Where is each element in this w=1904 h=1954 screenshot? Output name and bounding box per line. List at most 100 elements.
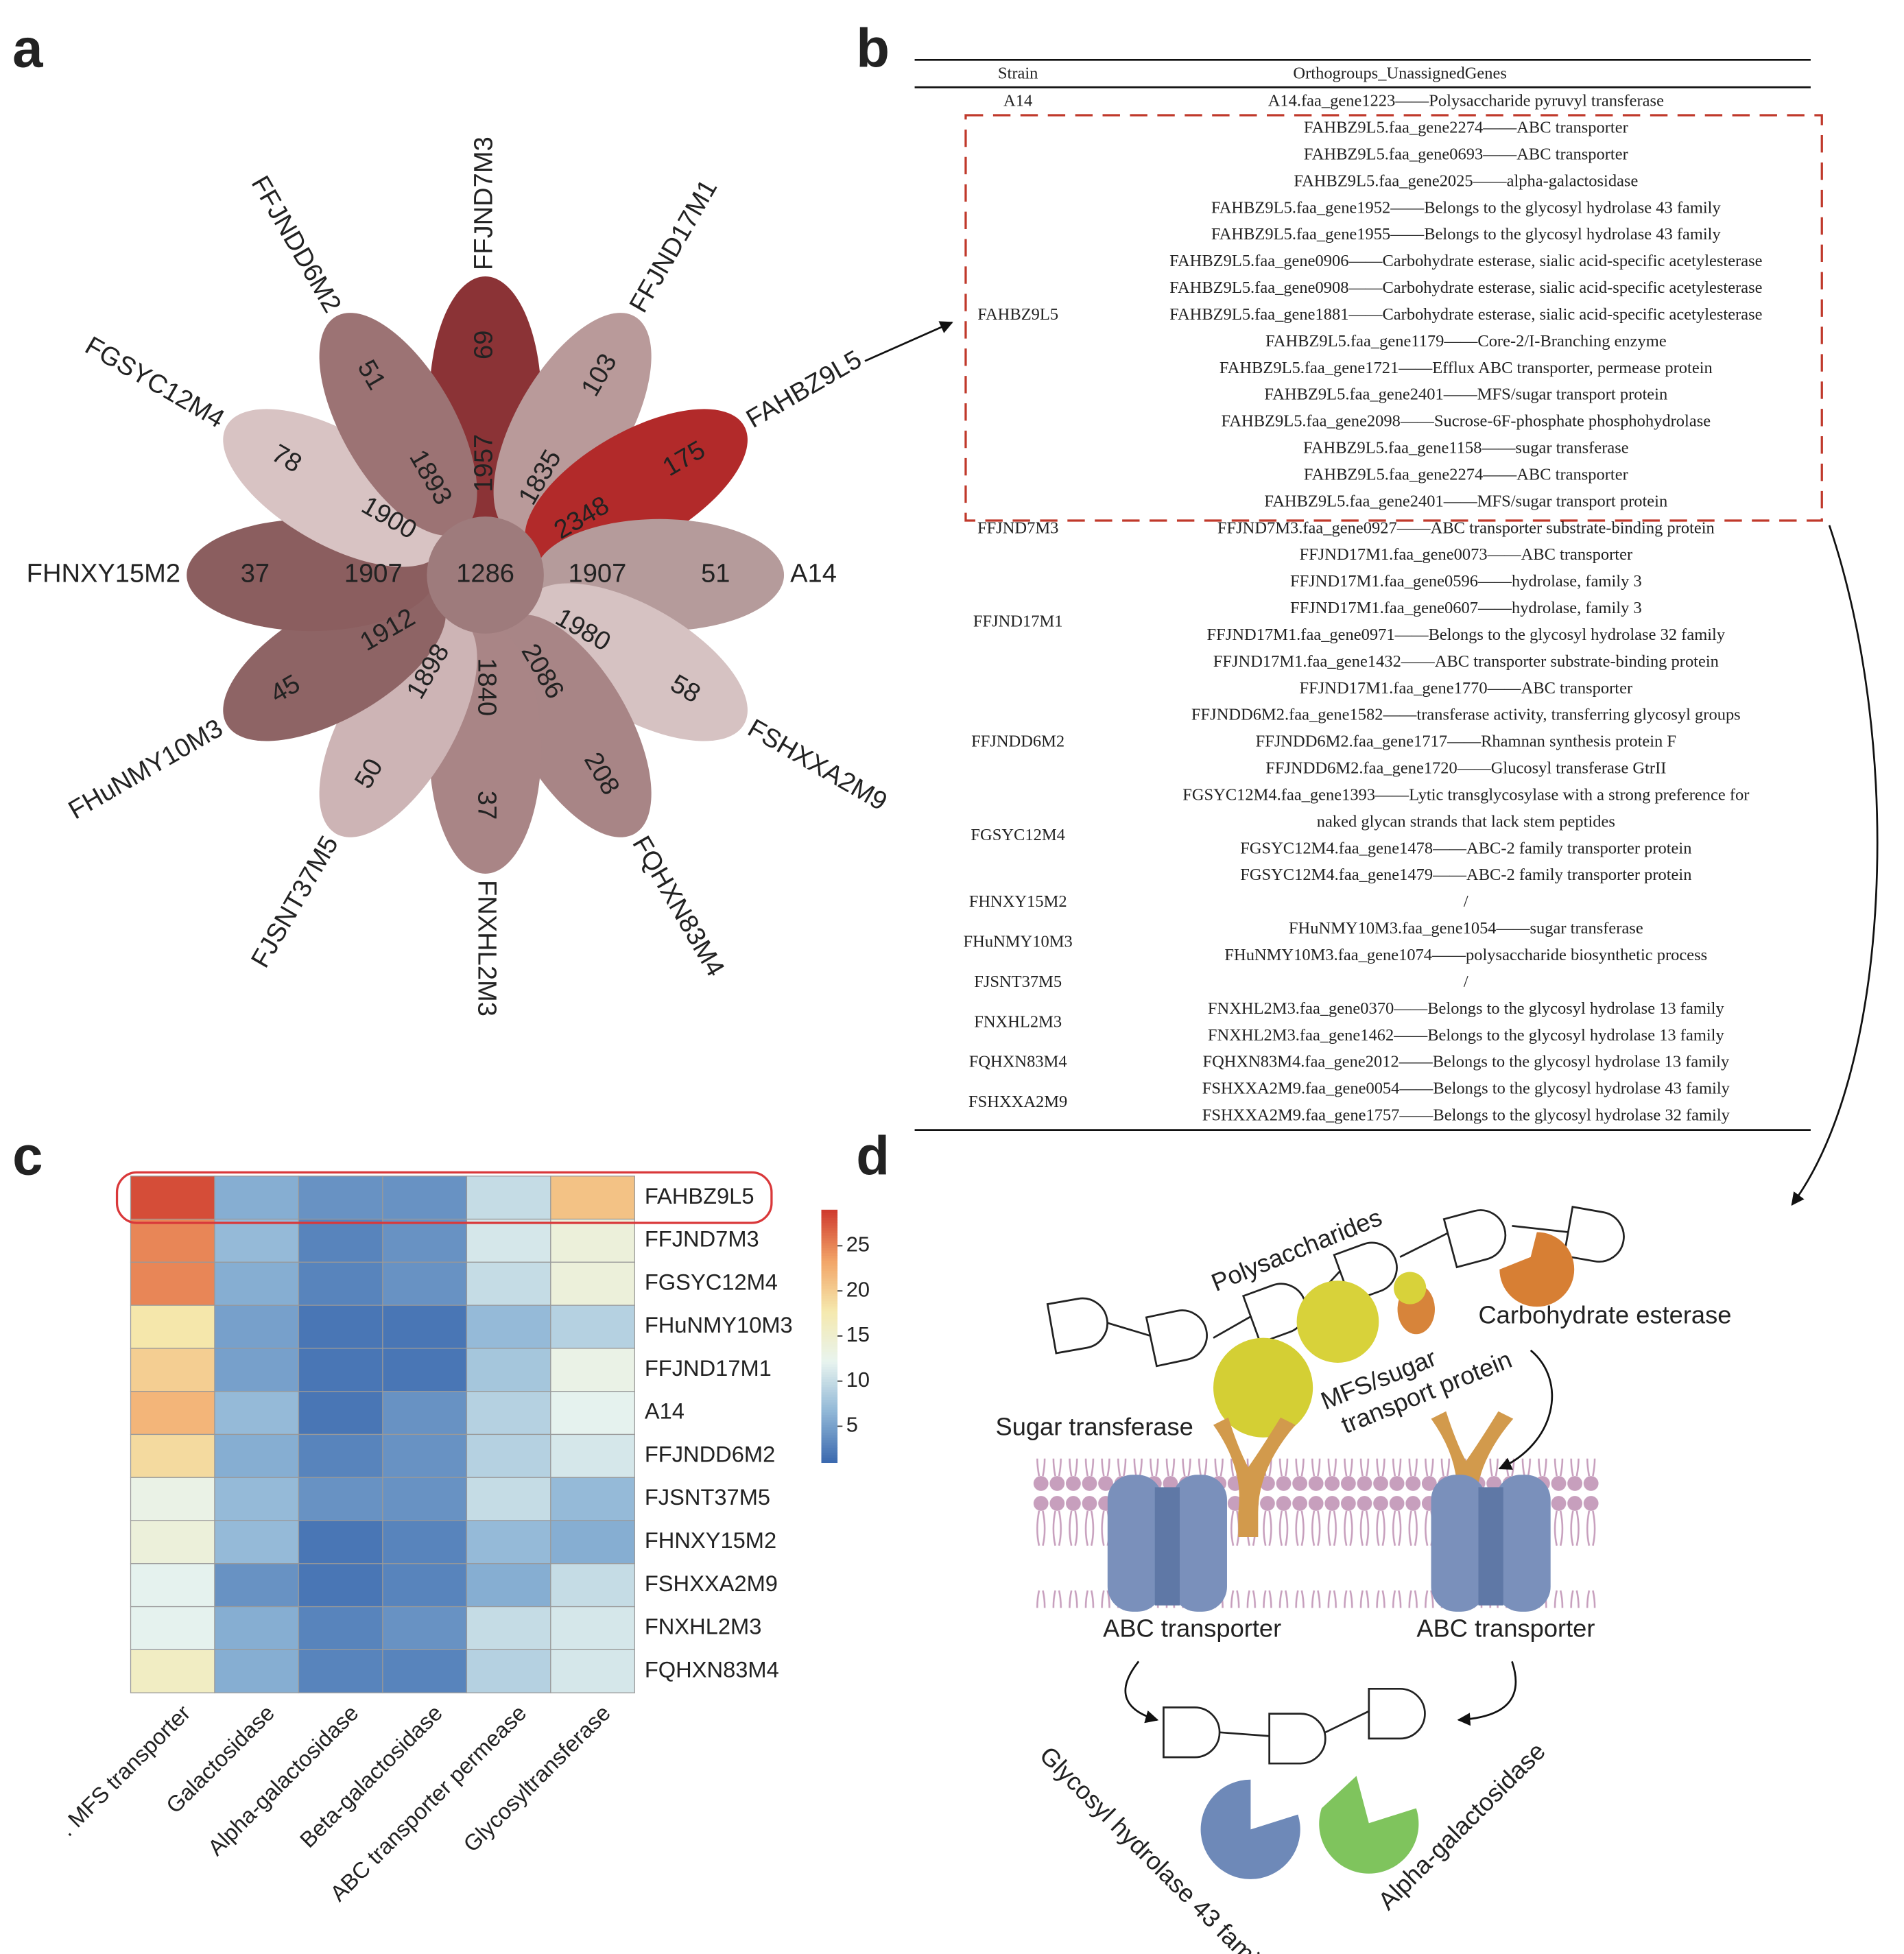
cell [550, 1391, 635, 1435]
colorbar-segment [821, 1383, 838, 1387]
gene: FFJND17M1.faa_gene0596——hydrolase, famil… [1290, 572, 1642, 591]
cell [214, 1261, 300, 1306]
colorbar-segment [821, 1287, 838, 1291]
colorbar-segment [821, 1346, 838, 1350]
cell [214, 1649, 300, 1693]
colorbar-segment [821, 1285, 838, 1289]
gene: / [1464, 892, 1468, 911]
cell [550, 1433, 635, 1478]
petal-value: 1840 [473, 658, 501, 716]
transferase [1213, 1411, 1514, 1537]
cell [298, 1348, 383, 1392]
cell [382, 1606, 468, 1650]
colorbar-segment [821, 1237, 838, 1241]
cell [550, 1261, 635, 1306]
panel-label: c [12, 1125, 43, 1186]
cell [466, 1563, 551, 1608]
cell [214, 1606, 300, 1650]
colorbar-segment [821, 1245, 838, 1248]
colorbar-label: 10 [846, 1368, 870, 1392]
gene: FAHBZ9L5.faa_gene1179——Core-2/I-Branchin… [1265, 332, 1667, 350]
galactosidase [1319, 1776, 1419, 1874]
gene: FAHBZ9L5.faa_gene2098——Sucrose-6F-phosph… [1222, 412, 1711, 431]
colorbar-segment [821, 1411, 838, 1416]
gene: FGSYC12M4.faa_gene1393——Lytic transglyco… [1182, 785, 1749, 804]
colorbar-segment [821, 1320, 838, 1324]
gene: FFJND17M1.faa_gene0971——Belongs to the g… [1207, 625, 1726, 644]
petal-label: FNXHL2M3 [473, 880, 501, 1016]
gene: FAHBZ9L5.faa_gene1158——sugar transferase [1303, 439, 1629, 457]
gene: FAHBZ9L5.faa_gene0906——Carbohydrate este… [1169, 252, 1762, 270]
petal-value: 51 [701, 560, 730, 588]
cell [298, 1304, 383, 1349]
cell [298, 1433, 383, 1478]
colorbar-segment [821, 1242, 838, 1246]
colorbar-segment [821, 1343, 838, 1347]
gene: FGSYC12M4.faa_gene1479——ABC-2 family tra… [1240, 866, 1691, 884]
colorbar-segment [821, 1414, 838, 1418]
colorbar-segment [821, 1232, 838, 1236]
colorbar-segment [821, 1328, 838, 1332]
cell [298, 1261, 383, 1306]
sugar-ball [1394, 1272, 1427, 1304]
diagram-label: ABC transporter [1416, 1615, 1595, 1643]
gene: FFJNDD6M2.faa_gene1717——Rhamnan synthesi… [1256, 732, 1676, 751]
row-label: FSHXXA2M9 [645, 1571, 778, 1596]
flower-chart: 1286195769FFJND7M31835103FFJND17M1234817… [27, 136, 892, 1016]
petal-label: FFJND7M3 [470, 136, 499, 270]
colorbar-segment [821, 1424, 838, 1428]
petal-label: FHuNMY10M3 [64, 714, 228, 825]
gene: naked glycan strands that lack stem pept… [1317, 812, 1615, 831]
petal [319, 313, 477, 536]
row-label: FFJNDD6M2 [645, 1441, 775, 1466]
gene: / [1464, 973, 1468, 991]
petal-label: FQHXN83M4 [626, 831, 730, 981]
colorbar-segment [821, 1457, 838, 1461]
column-header: Strain [998, 64, 1038, 83]
cell [130, 1520, 215, 1564]
colorbar-segment [821, 1278, 838, 1281]
colorbar-segment [821, 1399, 838, 1403]
petal [493, 615, 652, 837]
colorbar-segment [821, 1326, 838, 1329]
colorbar-segment [821, 1315, 838, 1320]
colorbar-segment [821, 1429, 838, 1433]
petal-label: FFJNDD6M2 [246, 171, 346, 318]
colorbar-segment [821, 1348, 838, 1352]
panel-label: a [12, 18, 43, 79]
colorbar-segment [821, 1209, 838, 1213]
esterase [1499, 1232, 1575, 1307]
row-label: FFJND17M1 [645, 1355, 772, 1381]
core-value: 1286 [456, 560, 514, 588]
gene: FAHBZ9L5.faa_gene2025——alpha-galactosida… [1294, 171, 1638, 190]
colorbar-segment [821, 1363, 838, 1368]
column-label: . MFS transporter [54, 1700, 195, 1841]
colorbar-segment [821, 1323, 838, 1327]
colorbar-segment [821, 1296, 838, 1299]
sugar-ball [1296, 1280, 1379, 1363]
colorbar-segment [821, 1250, 838, 1254]
row-highlight [115, 1171, 773, 1224]
gene: FHuNMY10M3.faa_gene1054——sugar transfera… [1289, 919, 1643, 938]
gene: FAHBZ9L5.faa_gene2401——MFS/sugar transpo… [1264, 385, 1667, 404]
row-label: FHNXY15M2 [645, 1527, 776, 1553]
gene: FAHBZ9L5.faa_gene1952——Belongs to the gl… [1211, 198, 1722, 217]
gene: FAHBZ9L5.faa_gene0908——Carbohydrate este… [1169, 278, 1762, 297]
colorbar-segment [821, 1409, 838, 1413]
colorbar-segment [821, 1359, 838, 1362]
colorbar-segment [821, 1338, 838, 1342]
diagram-label: Sugar transferase [996, 1413, 1193, 1441]
colorbar-segment [821, 1283, 838, 1287]
colorbar-segment [821, 1224, 838, 1228]
colorbar-segment [821, 1260, 838, 1264]
cell [466, 1304, 551, 1349]
petal-label: FJSNT37M5 [246, 831, 344, 973]
cell [298, 1563, 383, 1608]
colorbar-segment [821, 1217, 838, 1221]
cell [130, 1563, 215, 1608]
highlight-box [964, 114, 1823, 522]
row-label: FQHXN83M4 [645, 1656, 779, 1682]
petal [223, 409, 446, 567]
colorbar-segment [821, 1318, 838, 1322]
gene-table: Strain Orthogroups_UnassignedGenes A14.faa… [914, 58, 1823, 1132]
